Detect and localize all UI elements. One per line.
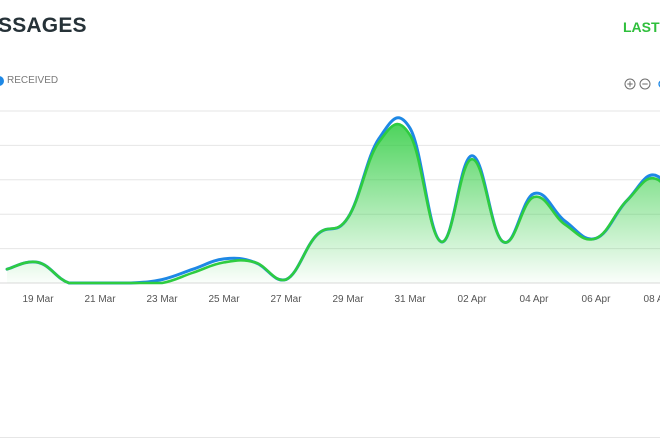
chart-legend: RECEIVED (0, 75, 58, 86)
line-layer (5, 116, 660, 285)
date-range-button[interactable]: LAST (623, 19, 660, 35)
x-tick-label: 08 Apr (644, 294, 660, 305)
x-tick-label: 19 Mar (22, 294, 54, 305)
x-tick-label: 23 Mar (146, 294, 178, 305)
x-tick-label: 31 Mar (394, 294, 426, 305)
legend-received-label[interactable]: RECEIVED (7, 75, 59, 86)
area-layer (7, 124, 660, 284)
x-tick-label: 02 Apr (458, 294, 488, 305)
x-tick-label: 04 Apr (520, 294, 550, 305)
x-tick-label: 25 Mar (208, 294, 240, 305)
x-tick-label: 29 Mar (332, 294, 364, 305)
chart-toolbar (624, 78, 660, 90)
reset-zoom-icon[interactable] (654, 78, 660, 90)
legend-received-marker (0, 75, 4, 86)
chart-title: SSAGES (0, 14, 87, 37)
series-line-sent (5, 122, 660, 285)
zoom-in-icon[interactable] (624, 78, 636, 90)
panel-bottom-divider (0, 437, 660, 438)
zoom-out-icon[interactable] (639, 78, 651, 90)
x-tick-label: 27 Mar (270, 294, 302, 305)
x-axis-ticks: 19 Mar 21 Mar 23 Mar 25 Mar 27 Mar 29 Mar 31 M… (22, 294, 660, 305)
series-area (7, 124, 660, 284)
x-tick-label: 06 Apr (582, 294, 612, 305)
x-tick-label: 21 Mar (84, 294, 116, 305)
